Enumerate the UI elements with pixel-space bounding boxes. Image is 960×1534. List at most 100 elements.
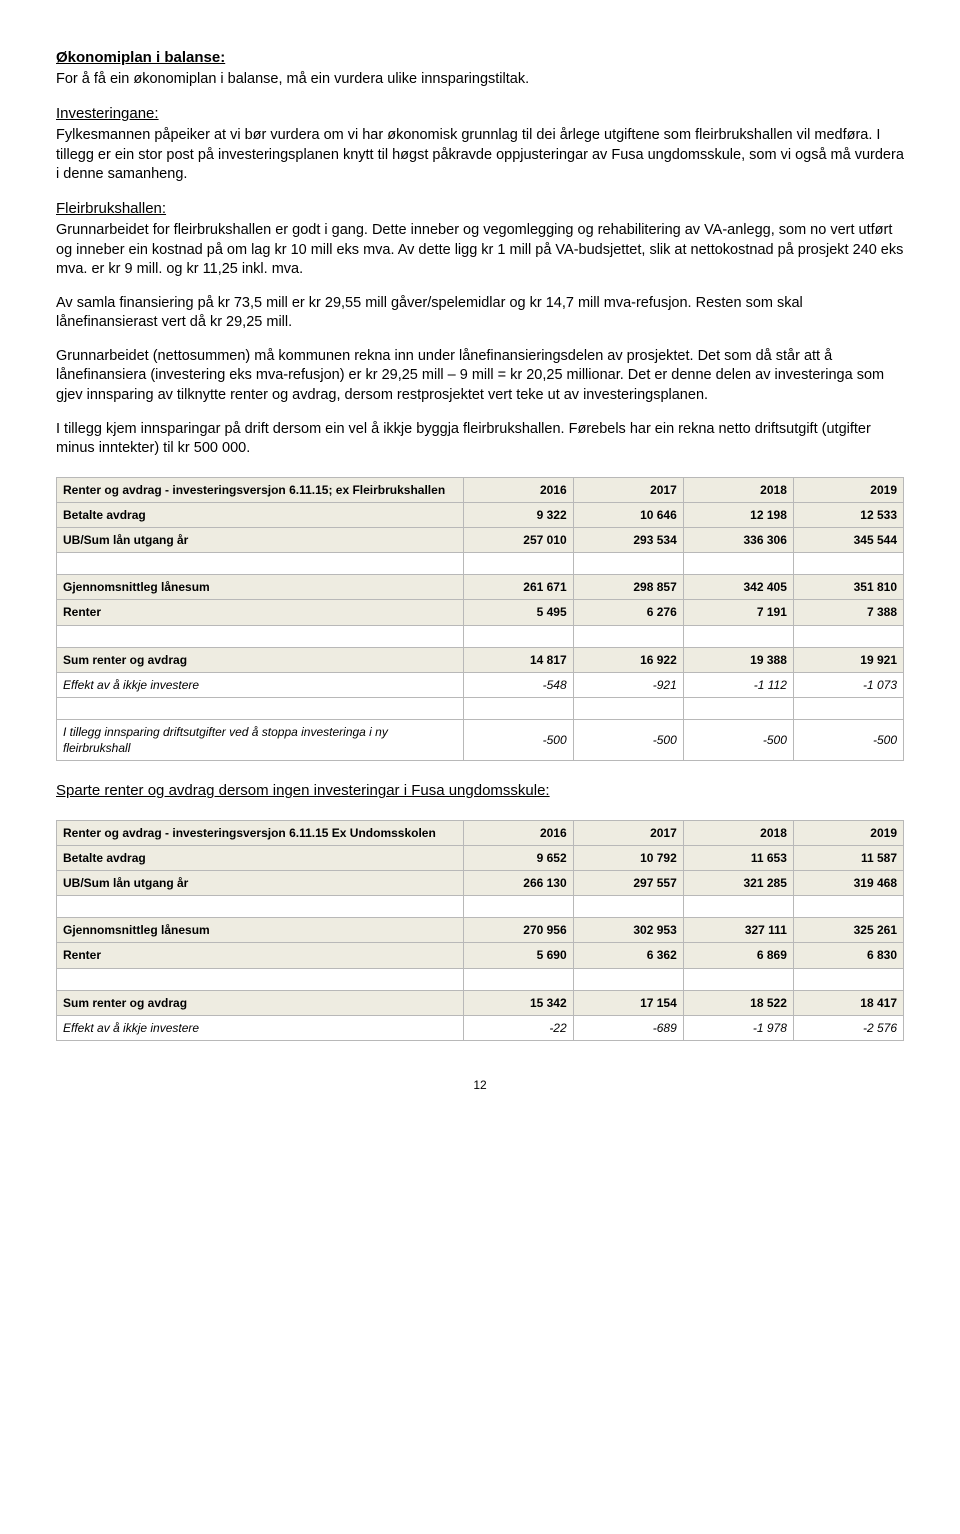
row-value xyxy=(573,625,683,647)
row-value: 18 522 xyxy=(683,990,793,1015)
row-value xyxy=(793,968,903,990)
row-label xyxy=(57,896,464,918)
table-row: Gjennomsnittleg lånesum261 671298 857342… xyxy=(57,575,904,600)
row-value: 345 544 xyxy=(793,528,903,553)
table-row: Sum renter og avdrag15 34217 15418 52218… xyxy=(57,990,904,1015)
table-row: UB/Sum lån utgang år257 010293 534336 30… xyxy=(57,528,904,553)
heading-okonomiplan: Økonomiplan i balanse: xyxy=(56,48,904,68)
page-number: 12 xyxy=(56,1077,904,1093)
table2-col-2017: 2017 xyxy=(573,820,683,845)
table1-col-2016: 2016 xyxy=(463,477,573,502)
row-value xyxy=(683,697,793,719)
row-value: 351 810 xyxy=(793,575,903,600)
table-row: Gjennomsnittleg lånesum270 956302 953327… xyxy=(57,918,904,943)
row-label: I tillegg innsparing driftsutgifter ved … xyxy=(57,719,464,760)
table-row: Betalte avdrag9 65210 79211 65311 587 xyxy=(57,845,904,870)
row-value: 5 690 xyxy=(463,943,573,968)
row-value xyxy=(683,968,793,990)
row-value: -548 xyxy=(463,672,573,697)
table-row: Renter5 6906 3626 8696 830 xyxy=(57,943,904,968)
row-value xyxy=(573,968,683,990)
row-value: 12 198 xyxy=(683,502,793,527)
row-value: -1 112 xyxy=(683,672,793,697)
table1-body: Betalte avdrag9 32210 64612 19812 533UB/… xyxy=(57,502,904,761)
row-value: 270 956 xyxy=(463,918,573,943)
row-value xyxy=(463,625,573,647)
row-value: 342 405 xyxy=(683,575,793,600)
row-value: 293 534 xyxy=(573,528,683,553)
row-label: Betalte avdrag xyxy=(57,502,464,527)
row-value: 6 362 xyxy=(573,943,683,968)
table-ex-ungdomsskule: Renter og avdrag - investeringsversjon 6… xyxy=(56,820,904,1041)
row-value: -921 xyxy=(573,672,683,697)
para-5: Grunnarbeidet (nettosummen) må kommunen … xyxy=(56,347,904,406)
row-label: Gjennomsnittleg lånesum xyxy=(57,918,464,943)
row-value: 261 671 xyxy=(463,575,573,600)
heading-investeringane: Investeringane: xyxy=(56,104,904,124)
row-value xyxy=(793,697,903,719)
para-3: Grunnarbeidet for fleirbrukshallen er go… xyxy=(56,221,904,280)
row-label: Gjennomsnittleg lånesum xyxy=(57,575,464,600)
table2-title: Renter og avdrag - investeringsversjon 6… xyxy=(57,820,464,845)
row-label: Betalte avdrag xyxy=(57,845,464,870)
row-value: 321 285 xyxy=(683,870,793,895)
row-value: -1 978 xyxy=(683,1015,793,1040)
table2-col-2018: 2018 xyxy=(683,820,793,845)
row-value: 336 306 xyxy=(683,528,793,553)
row-value: 319 468 xyxy=(793,870,903,895)
row-value: -1 073 xyxy=(793,672,903,697)
row-value xyxy=(793,625,903,647)
row-value: 12 533 xyxy=(793,502,903,527)
row-label: Sum renter og avdrag xyxy=(57,990,464,1015)
table1-col-2018: 2018 xyxy=(683,477,793,502)
table2-body: Betalte avdrag9 65210 79211 65311 587UB/… xyxy=(57,845,904,1040)
row-value: 14 817 xyxy=(463,647,573,672)
table-row xyxy=(57,896,904,918)
row-label xyxy=(57,553,464,575)
row-value: -500 xyxy=(573,719,683,760)
para-4: Av samla finansiering på kr 73,5 mill er… xyxy=(56,294,904,333)
row-value: 302 953 xyxy=(573,918,683,943)
row-value xyxy=(573,896,683,918)
table-row xyxy=(57,625,904,647)
para-2: Fylkesmannen påpeiker at vi bør vurdera … xyxy=(56,126,904,185)
table1-col-2019: 2019 xyxy=(793,477,903,502)
row-value xyxy=(793,553,903,575)
row-value: 11 587 xyxy=(793,845,903,870)
row-value: 297 557 xyxy=(573,870,683,895)
row-label: Effekt av å ikkje investere xyxy=(57,1015,464,1040)
row-label xyxy=(57,625,464,647)
table-row: Effekt av å ikkje investere-548-921-1 11… xyxy=(57,672,904,697)
row-value xyxy=(463,896,573,918)
row-value: 10 646 xyxy=(573,502,683,527)
row-label xyxy=(57,697,464,719)
table-row: Renter5 4956 2767 1917 388 xyxy=(57,600,904,625)
row-label xyxy=(57,968,464,990)
row-value: -689 xyxy=(573,1015,683,1040)
row-value: 19 921 xyxy=(793,647,903,672)
row-value xyxy=(463,697,573,719)
row-value: 19 388 xyxy=(683,647,793,672)
row-value: 327 111 xyxy=(683,918,793,943)
row-value: -22 xyxy=(463,1015,573,1040)
row-value: 16 922 xyxy=(573,647,683,672)
row-value: 325 261 xyxy=(793,918,903,943)
row-label: Renter xyxy=(57,600,464,625)
table2-col-2016: 2016 xyxy=(463,820,573,845)
para-1: For å få ein økonomiplan i balanse, må e… xyxy=(56,70,904,90)
row-value: 298 857 xyxy=(573,575,683,600)
row-value xyxy=(463,968,573,990)
row-value: 7 191 xyxy=(683,600,793,625)
table-row xyxy=(57,553,904,575)
row-label: UB/Sum lån utgang år xyxy=(57,528,464,553)
table-row xyxy=(57,697,904,719)
row-value: 5 495 xyxy=(463,600,573,625)
row-label: Sum renter og avdrag xyxy=(57,647,464,672)
row-value: 257 010 xyxy=(463,528,573,553)
table2-col-2019: 2019 xyxy=(793,820,903,845)
row-value: 17 154 xyxy=(573,990,683,1015)
row-value: 6 830 xyxy=(793,943,903,968)
row-value xyxy=(793,896,903,918)
row-value xyxy=(573,553,683,575)
row-value xyxy=(573,697,683,719)
